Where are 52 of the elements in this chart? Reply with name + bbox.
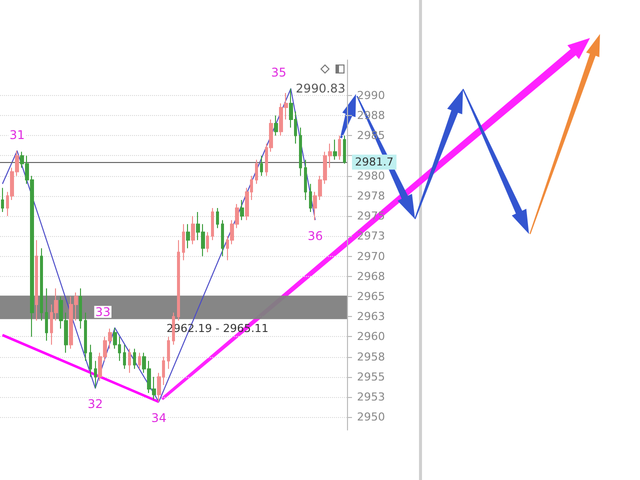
y-tick-label: 2965 <box>357 290 385 303</box>
candlestick <box>299 127 302 176</box>
ref-line-label: 2981.7 <box>355 156 394 169</box>
candlestick <box>216 208 219 229</box>
annotation: 36 <box>308 229 323 244</box>
y-tick-label: 2960 <box>357 330 385 344</box>
y-tick-label: 2980 <box>357 169 385 182</box>
y-tick-label: 2963 <box>357 310 385 324</box>
candlestick <box>255 159 258 184</box>
candlestick <box>45 288 48 342</box>
candlestick <box>177 240 180 322</box>
y-tick-label: 2970 <box>357 250 385 263</box>
candlestick <box>123 344 126 370</box>
y-tick-label: 2968 <box>357 270 385 283</box>
candlestick <box>304 159 307 200</box>
candlestick <box>343 135 346 164</box>
candlestick <box>186 224 190 249</box>
candlestick <box>274 115 278 136</box>
candlestick <box>138 352 141 370</box>
candlestick <box>338 135 341 160</box>
candlestick <box>309 183 312 213</box>
candlestick <box>1 187 4 213</box>
candlestick <box>79 288 82 330</box>
annotation: 33 <box>95 304 110 319</box>
candlestick <box>182 224 185 261</box>
candlestick <box>260 155 263 176</box>
candlestick <box>94 360 97 389</box>
y-tick-label: 2950 <box>357 410 385 424</box>
candlestick <box>128 348 131 374</box>
data-label: 2990.83 <box>296 82 346 96</box>
candlestick <box>35 240 38 322</box>
y-tick-label: 2953 <box>357 390 385 404</box>
candlestick <box>206 232 209 253</box>
candlestick <box>167 336 170 370</box>
candlestick <box>240 199 244 221</box>
y-tick-label: 2955 <box>357 370 385 384</box>
annotation: 31 <box>9 128 25 142</box>
y-tick-label: 2978 <box>357 189 385 202</box>
candlestick <box>333 139 337 160</box>
y-tick-label: 2973 <box>357 230 385 243</box>
candlestick <box>221 220 224 257</box>
annotation: 34 <box>151 410 166 425</box>
candlestick <box>191 216 195 245</box>
candlestick <box>89 344 92 378</box>
annotation: 32 <box>88 397 103 412</box>
candlestick <box>40 248 43 322</box>
candlestick <box>133 348 136 370</box>
candlestick <box>211 208 214 241</box>
candlestick <box>84 312 87 362</box>
y-tick-label: 2990 <box>357 88 385 102</box>
y-tick-label: 2958 <box>357 350 385 364</box>
annotation: 35 <box>271 66 286 80</box>
